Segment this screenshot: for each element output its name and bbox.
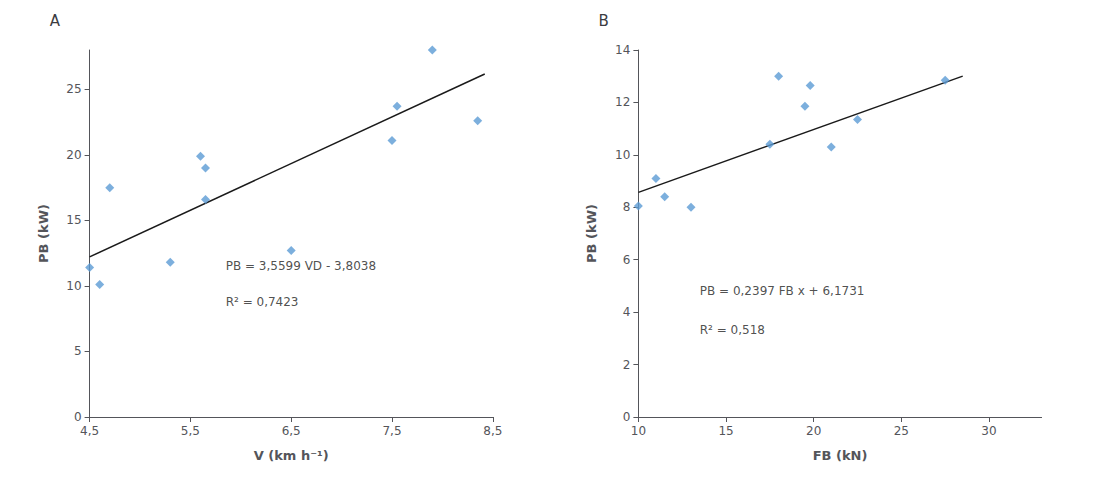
svg-text:7,5: 7,5	[382, 424, 401, 438]
svg-text:25: 25	[66, 82, 81, 96]
svg-text:10: 10	[615, 148, 630, 162]
svg-text:V (km h⁻¹): V (km h⁻¹)	[254, 448, 329, 463]
svg-text:4: 4	[623, 305, 631, 319]
svg-text:0: 0	[623, 410, 631, 424]
svg-text:30: 30	[981, 424, 996, 438]
svg-text:R² = 0,518: R² = 0,518	[700, 323, 765, 337]
svg-text:25: 25	[894, 424, 909, 438]
svg-text:12: 12	[615, 95, 630, 109]
svg-text:15: 15	[66, 213, 81, 227]
svg-text:15: 15	[718, 424, 733, 438]
svg-text:6: 6	[623, 253, 631, 267]
svg-text:20: 20	[66, 148, 81, 162]
svg-text:10: 10	[66, 279, 81, 293]
svg-text:0: 0	[74, 410, 82, 424]
svg-text:4,5: 4,5	[80, 424, 99, 438]
svg-text:R² = 0,7423: R² = 0,7423	[226, 295, 299, 309]
svg-text:PB (kW): PB (kW)	[36, 204, 51, 263]
svg-text:PB = 3,5599 VD - 3,8038: PB = 3,5599 VD - 3,8038	[226, 259, 376, 273]
svg-text:8: 8	[623, 200, 631, 214]
svg-text:6,5: 6,5	[282, 424, 301, 438]
svg-text:10: 10	[631, 424, 646, 438]
svg-text:A: A	[50, 12, 61, 30]
svg-text:5,5: 5,5	[181, 424, 200, 438]
svg-text:5: 5	[74, 344, 82, 358]
svg-text:8,5: 8,5	[483, 424, 502, 438]
svg-text:20: 20	[806, 424, 821, 438]
svg-text:PB (kW): PB (kW)	[584, 204, 599, 263]
svg-text:2: 2	[623, 358, 631, 372]
svg-text:B: B	[599, 12, 609, 30]
svg-text:PB = 0,2397 FB x + 6,1731: PB = 0,2397 FB x + 6,1731	[700, 284, 865, 298]
svg-text:FB (kN): FB (kN)	[813, 448, 868, 463]
svg-text:14: 14	[615, 43, 630, 57]
